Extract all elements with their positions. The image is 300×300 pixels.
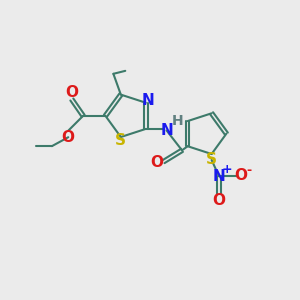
- Text: -: -: [246, 164, 251, 177]
- Text: N: N: [213, 169, 225, 184]
- Text: N: N: [142, 93, 154, 108]
- Text: +: +: [222, 163, 233, 176]
- Text: O: O: [151, 155, 164, 170]
- Text: O: O: [235, 168, 248, 183]
- Text: O: O: [61, 130, 74, 145]
- Text: N: N: [160, 123, 173, 138]
- Text: H: H: [172, 114, 183, 128]
- Text: O: O: [65, 85, 78, 100]
- Text: S: S: [206, 152, 217, 167]
- Text: S: S: [115, 133, 126, 148]
- Text: O: O: [212, 193, 226, 208]
